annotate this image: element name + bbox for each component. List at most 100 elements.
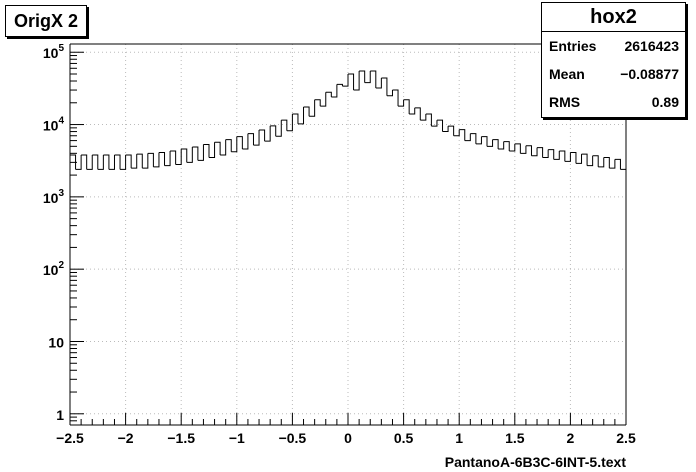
histogram-bin bbox=[370, 70, 377, 89]
histogram-bin bbox=[587, 155, 594, 167]
histogram-bin bbox=[575, 154, 583, 164]
histogram-bin bbox=[609, 159, 616, 169]
x-tick-label: −1 bbox=[229, 430, 245, 446]
y-tick-label: 103 bbox=[43, 188, 65, 206]
histogram-bin bbox=[325, 91, 332, 98]
histogram-series bbox=[70, 70, 626, 170]
x-tick-label: 0.5 bbox=[394, 430, 414, 446]
histogram-bin bbox=[603, 157, 610, 169]
x-axis-label: PantanoA-6B3C-6INT-5.text bbox=[445, 454, 627, 470]
histogram-bin bbox=[242, 133, 249, 150]
histogram-bin bbox=[192, 146, 199, 161]
histogram-bin bbox=[181, 148, 188, 163]
x-tick-label: −2.5 bbox=[56, 430, 84, 446]
y-tick-label: 10 bbox=[48, 334, 64, 350]
stats-label: Entries bbox=[549, 38, 597, 54]
histogram-bin bbox=[170, 150, 177, 165]
histogram-bin bbox=[225, 139, 232, 152]
histogram-bin bbox=[264, 125, 271, 142]
stats-row-entries: Entries 2616423 bbox=[542, 32, 685, 60]
histogram-bin bbox=[153, 152, 160, 168]
histogram-bin bbox=[142, 153, 149, 169]
stats-row-rms: RMS 0.89 bbox=[542, 88, 685, 116]
histogram-bin bbox=[92, 154, 99, 170]
histogram-bin bbox=[220, 139, 227, 156]
histogram-bin bbox=[120, 154, 127, 170]
x-tick-label: 2.5 bbox=[616, 430, 636, 446]
histogram-bin bbox=[147, 152, 154, 167]
histogram-bin bbox=[503, 141, 510, 152]
histogram-bin bbox=[270, 125, 277, 137]
histogram-bin bbox=[498, 141, 505, 150]
histogram-bin bbox=[331, 84, 338, 98]
histogram-bin bbox=[531, 147, 538, 157]
histogram-bin bbox=[320, 92, 327, 107]
histogram-bin bbox=[348, 73, 355, 91]
histogram-bin bbox=[409, 107, 416, 115]
histogram-bin bbox=[164, 151, 171, 167]
histogram-bin bbox=[375, 78, 382, 89]
y-tick-label: 104 bbox=[43, 116, 65, 134]
x-tick-label: −2 bbox=[118, 430, 134, 446]
histogram-bin bbox=[453, 129, 460, 137]
histogram-bin bbox=[336, 83, 343, 87]
histogram-bin bbox=[342, 74, 349, 87]
stats-label: RMS bbox=[549, 94, 581, 110]
histogram-bin bbox=[386, 90, 393, 97]
histogram-bin bbox=[247, 133, 254, 146]
histogram-bin bbox=[464, 133, 471, 142]
histogram-bin bbox=[425, 113, 432, 127]
histogram-bin bbox=[509, 143, 516, 152]
histogram-bin bbox=[259, 129, 266, 142]
histogram-bin bbox=[537, 147, 544, 158]
histogram-bin bbox=[525, 145, 532, 156]
histogram-bin bbox=[103, 154, 110, 170]
histogram-bin bbox=[303, 106, 310, 117]
histogram-bin bbox=[108, 154, 115, 170]
y-tick-label: 102 bbox=[43, 260, 65, 278]
stats-histogram-name: hox2 bbox=[542, 3, 685, 32]
histogram-bin bbox=[97, 154, 104, 170]
x-tick-label: 0 bbox=[344, 430, 352, 446]
histogram-bin bbox=[81, 154, 88, 170]
histogram-bin bbox=[487, 139, 494, 147]
histogram-bin bbox=[203, 143, 210, 158]
stats-row-mean: Mean −0.08877 bbox=[542, 60, 685, 88]
histogram-bin bbox=[548, 149, 555, 160]
histogram-bin bbox=[514, 143, 521, 154]
histogram-bin bbox=[570, 152, 577, 164]
histogram-bin bbox=[281, 119, 288, 131]
histogram-bin bbox=[309, 99, 316, 117]
axes: −2.5 −2 −1.5 −1 −0.5 0 0.5 1 1.5 2 2.5 1 10 102 103 104… bbox=[43, 43, 636, 446]
stats-value: 2616423 bbox=[624, 38, 679, 54]
histogram-bin bbox=[459, 129, 466, 141]
histogram-bin bbox=[470, 133, 477, 144]
histogram-bin bbox=[197, 144, 204, 161]
histogram-bin bbox=[592, 155, 599, 167]
histogram-bin bbox=[520, 145, 527, 154]
x-tick-label: −0.5 bbox=[279, 430, 307, 446]
histogram-bin bbox=[414, 107, 421, 121]
histogram-bin bbox=[481, 136, 488, 147]
histogram-bin bbox=[398, 99, 405, 107]
histogram-bin bbox=[114, 154, 121, 170]
y-tick-label: 105 bbox=[43, 43, 65, 61]
histogram-bin bbox=[403, 99, 410, 114]
histogram-bin bbox=[431, 120, 438, 127]
histogram-bin bbox=[158, 152, 166, 166]
histogram-bin bbox=[614, 158, 621, 170]
histogram-bin bbox=[175, 148, 182, 166]
stats-value: −0.08877 bbox=[620, 66, 679, 82]
histogram-bin bbox=[392, 89, 399, 107]
histogram-bin bbox=[131, 154, 138, 169]
histogram-bin bbox=[125, 154, 132, 169]
histogram-bin bbox=[136, 153, 143, 169]
x-tick-label: 1.5 bbox=[505, 430, 525, 446]
grid-lines bbox=[70, 44, 626, 425]
y-tick-label: 1 bbox=[56, 407, 64, 423]
histogram-bin bbox=[598, 157, 605, 168]
x-tick-label: −1.5 bbox=[167, 430, 195, 446]
histogram-bin bbox=[381, 77, 388, 96]
histogram-bin bbox=[442, 126, 449, 133]
